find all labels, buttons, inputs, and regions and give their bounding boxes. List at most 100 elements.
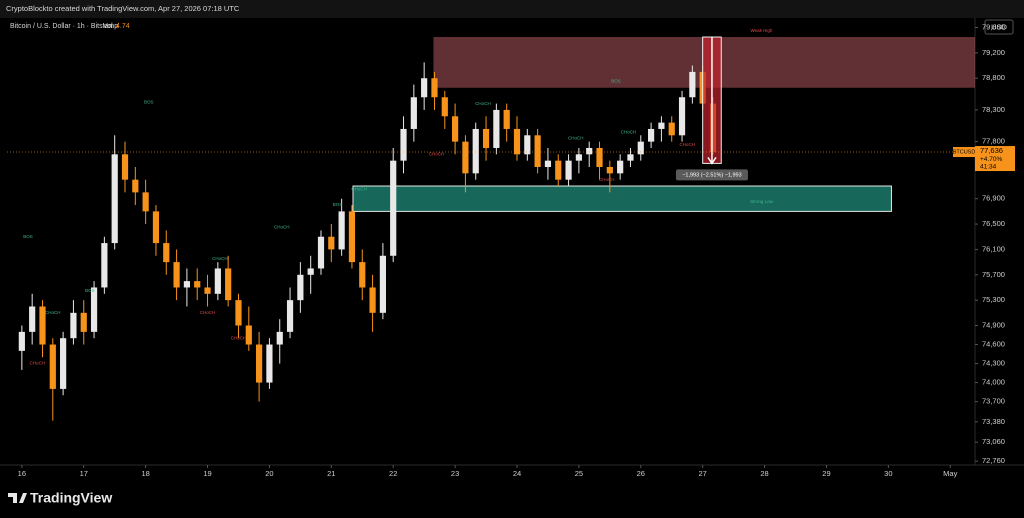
candle-body [80,312,87,332]
candle-body [111,154,118,244]
candle-body [286,300,294,332]
tv-logo: TradingView [8,490,112,506]
price-axis [975,18,1024,465]
measure-label-bg [675,169,748,181]
annotation: BOS [333,202,343,207]
candle-body [452,116,459,142]
candle-body [225,268,232,301]
y-tick-label: 77,800 [982,137,1005,146]
candle-body [627,154,634,161]
candle-body [317,236,325,269]
y-tick-label: 72,760 [982,456,1005,465]
candle-body [256,344,263,383]
measure-label: −1,993 (−2.51%) −1,993 [682,172,741,178]
candle-body [390,160,397,256]
x-tick-label: 26 [637,469,645,478]
candle-body [163,243,170,263]
currency[interactable]: USD [991,22,1007,31]
header-text: CryptoBlockto created with TradingView.c… [6,4,240,13]
y-tick-label: 73,060 [982,437,1005,446]
x-tick-label: May [943,469,957,478]
candle-body [60,338,67,389]
candle-body [421,78,428,98]
candle-body [39,306,46,345]
candle-body [596,147,603,167]
candle-body [307,268,314,275]
x-tick-label: 30 [884,469,892,478]
candle-body [493,109,500,148]
x-tick-label: 29 [822,469,830,478]
y-tick-label: 74,300 [982,359,1005,368]
currency-box[interactable] [984,19,1014,35]
candle-body [235,300,242,326]
annotation: CHoCH [429,152,445,157]
candle-body [338,211,345,250]
candle-body [637,141,644,155]
candle-body [472,128,479,174]
candle-body [121,154,129,180]
x-tick-label: 19 [203,469,211,478]
annotation: BOS [23,234,33,239]
candle-body [410,97,417,129]
price-tag-countdown: 41:34 [980,163,997,170]
x-tick-label: 21 [327,469,335,478]
measure-arrowhead [707,156,717,165]
candle-body [555,160,562,180]
annotation: CHoCH [679,142,695,147]
candle-body [462,141,469,174]
symbol-legend: Bitcoin / U.S. Dollar · 1h · Bitstamp [10,23,118,30]
price-tag-value: 77,636 [980,146,1003,155]
x-tick-label: 18 [141,469,149,478]
candle-body [431,78,438,98]
annotation: CHoCH [231,335,247,340]
y-tick-label: 76,100 [982,244,1005,253]
x-tick-label: 16 [18,469,26,478]
candle-body [586,147,593,155]
header-bar [0,0,1024,18]
annotation: CHoCH [212,256,228,261]
candle-body [534,135,541,167]
y-tick-label: 73,380 [982,417,1005,426]
candle-body [359,262,366,288]
annotation: CHoCH [475,101,491,106]
candle-body [441,97,448,117]
logo-icon [8,493,27,503]
candle-body [142,192,149,212]
annotation: CHoCH [30,361,46,366]
annotation: CHoCH [621,129,637,134]
price-tag [975,146,1015,172]
candle-body [173,262,180,288]
candle-body [689,71,696,98]
y-tick-label: 78,800 [982,73,1005,82]
annotation: CHoCH [599,177,615,182]
candle-body [297,274,304,301]
annotation: Strong Low [750,199,774,204]
x-tick-label: 23 [451,469,459,478]
candle-body [266,344,273,383]
annotation: CHoCH [351,186,367,191]
candle-body [678,97,686,136]
candle-body [606,167,613,174]
y-tick-label: 74,900 [982,320,1005,329]
y-tick-label: 73,700 [982,397,1005,406]
candle-body [544,160,552,167]
candle-body [132,179,139,193]
volume-label: Vol [103,23,113,30]
annotation: BOS [144,100,154,105]
x-tick-label: 17 [80,469,88,478]
x-tick-label: 24 [513,469,521,478]
candle-body [183,281,190,288]
candle-body [204,287,211,294]
candle-body [369,287,376,313]
candle-body [379,255,386,313]
candle-body [617,160,624,174]
candle-body [400,128,407,161]
candle-body [214,268,221,294]
candle-body [575,154,582,161]
logo-text: TradingView [30,490,112,506]
price-tag-change: +4.70% [980,156,1002,163]
candle-body [513,128,521,155]
zone-demand [352,185,892,212]
